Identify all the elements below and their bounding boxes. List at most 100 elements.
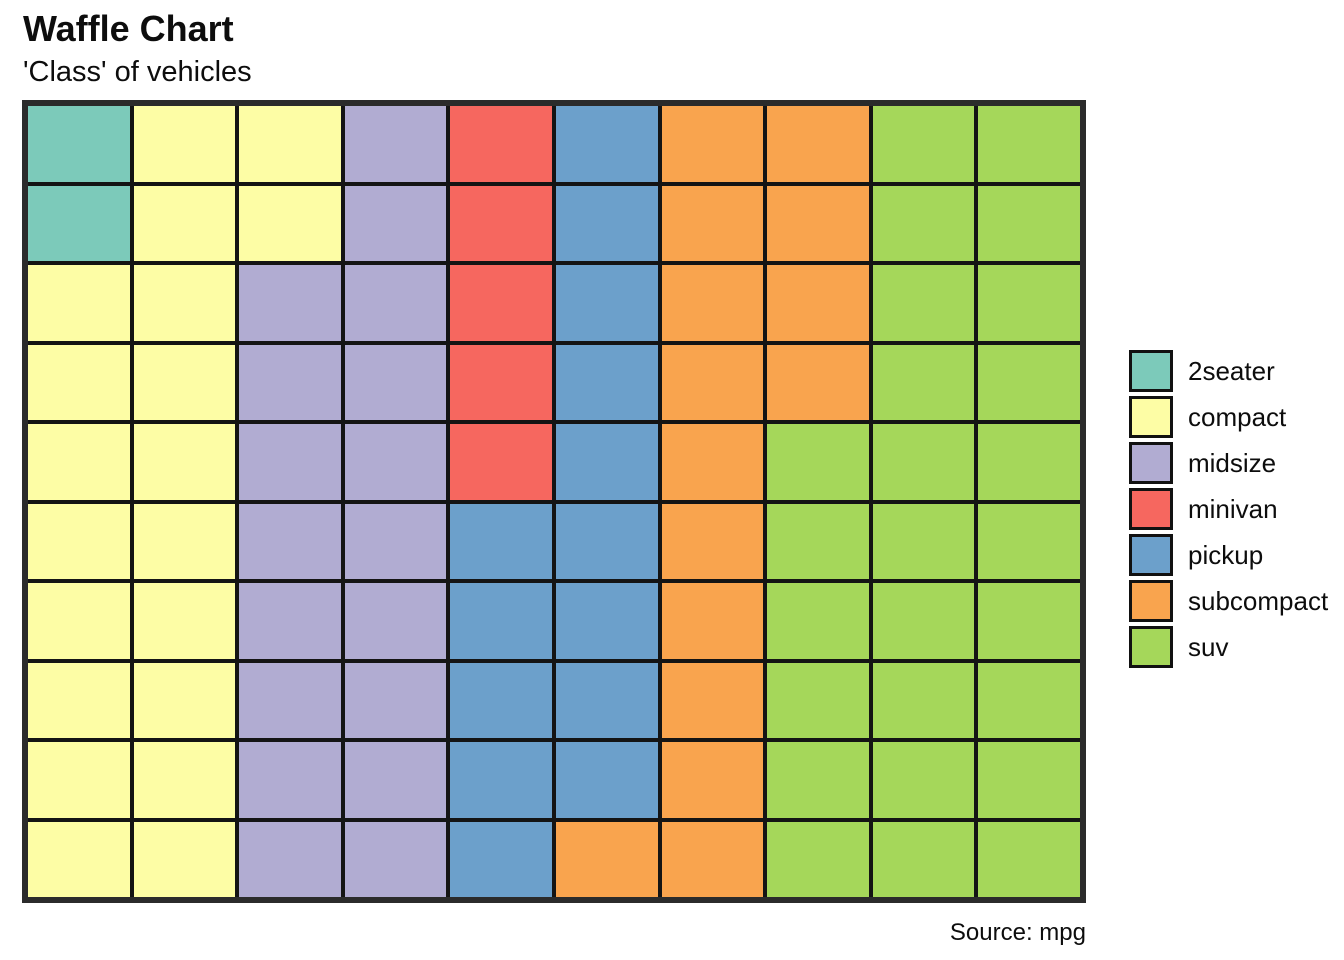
waffle-cell-compact bbox=[28, 424, 130, 500]
waffle-cell-pickup bbox=[555, 265, 658, 341]
waffle-cell-subcompact bbox=[661, 503, 764, 579]
legend-label: 2seater bbox=[1188, 355, 1275, 386]
waffle-cell-suv bbox=[978, 821, 1080, 897]
waffle-cell-pickup bbox=[555, 742, 658, 818]
legend-label: suv bbox=[1188, 631, 1229, 662]
waffle-cell-subcompact bbox=[767, 265, 869, 341]
waffle-cell-compact bbox=[28, 503, 130, 579]
legend-swatch-pickup bbox=[1129, 534, 1173, 576]
waffle-cell-minivan bbox=[450, 424, 552, 500]
waffle-cell-suv bbox=[978, 344, 1080, 420]
waffle-cell-suv bbox=[978, 583, 1080, 659]
waffle-cell-suv bbox=[872, 662, 975, 738]
legend-swatch-subcompact bbox=[1129, 580, 1173, 622]
waffle-cell-pickup bbox=[450, 503, 552, 579]
waffle-cell-subcompact bbox=[661, 662, 764, 738]
legend-item-pickup: pickup bbox=[1129, 534, 1328, 576]
waffle-cell-subcompact bbox=[661, 344, 764, 420]
waffle-cell-compact bbox=[133, 344, 236, 420]
waffle-cell-subcompact bbox=[767, 106, 869, 182]
waffle-cell-midsize bbox=[344, 742, 447, 818]
waffle-cell-suv bbox=[767, 583, 869, 659]
waffle-cell-compact bbox=[133, 662, 236, 738]
legend-item-subcompact: subcompact bbox=[1129, 580, 1328, 622]
waffle-cell-pickup bbox=[450, 821, 552, 897]
waffle-cell-suv bbox=[872, 265, 975, 341]
waffle-cell-suv bbox=[767, 742, 869, 818]
waffle-cell-pickup bbox=[555, 503, 658, 579]
waffle-cell-pickup bbox=[555, 662, 658, 738]
waffle-cell-subcompact bbox=[555, 821, 658, 897]
waffle-cell-midsize bbox=[344, 344, 447, 420]
waffle-cell-suv bbox=[872, 742, 975, 818]
waffle-cell-compact bbox=[133, 503, 236, 579]
waffle-cell-suv bbox=[978, 106, 1080, 182]
waffle-cell-midsize bbox=[344, 821, 447, 897]
legend-item-suv: suv bbox=[1129, 626, 1328, 668]
waffle-cell-pickup bbox=[555, 583, 658, 659]
waffle-cell-compact bbox=[133, 265, 236, 341]
waffle-cell-compact bbox=[28, 742, 130, 818]
waffle-cell-pickup bbox=[555, 424, 658, 500]
legend-label: pickup bbox=[1188, 539, 1264, 570]
waffle-cell-suv bbox=[978, 424, 1080, 500]
waffle-cell-subcompact bbox=[661, 424, 764, 500]
legend: 2seater compact midsize minivan pickup subcom… bbox=[1129, 350, 1328, 668]
waffle-cell-suv bbox=[978, 503, 1080, 579]
waffle-cell-subcompact bbox=[661, 265, 764, 341]
waffle-cell-suv bbox=[978, 662, 1080, 738]
waffle-grid bbox=[22, 100, 1086, 903]
waffle-cell-subcompact bbox=[661, 742, 764, 818]
legend-item-minivan: minivan bbox=[1129, 488, 1328, 530]
legend-swatch-minivan bbox=[1129, 488, 1173, 530]
legend-item-midsize: midsize bbox=[1129, 442, 1328, 484]
legend-item-2seater: 2seater bbox=[1129, 350, 1328, 392]
waffle-cell-compact bbox=[28, 821, 130, 897]
waffle-cell-minivan bbox=[450, 185, 552, 261]
waffle-cell-midsize bbox=[239, 265, 341, 341]
waffle-cell-minivan bbox=[450, 106, 552, 182]
waffle-cell-suv bbox=[872, 821, 975, 897]
legend-swatch-suv bbox=[1129, 626, 1173, 668]
waffle-cell-suv bbox=[767, 503, 869, 579]
waffle-cell-suv bbox=[872, 344, 975, 420]
waffle-cell-midsize bbox=[239, 742, 341, 818]
waffle-cell-pickup bbox=[555, 185, 658, 261]
waffle-cell-midsize bbox=[344, 424, 447, 500]
waffle-cell-compact bbox=[133, 742, 236, 818]
waffle-cell-suv bbox=[767, 662, 869, 738]
source-note: Source: mpg bbox=[949, 919, 1086, 946]
waffle-cell-suv bbox=[767, 424, 869, 500]
legend-label: minivan bbox=[1188, 493, 1278, 524]
waffle-cell-midsize bbox=[239, 503, 341, 579]
waffle-cell-subcompact bbox=[661, 106, 764, 182]
waffle-cell-compact bbox=[239, 185, 341, 261]
chart-subtitle: 'Class' of vehicles bbox=[23, 56, 252, 88]
waffle-cell-compact bbox=[133, 106, 236, 182]
waffle-cell-pickup bbox=[450, 662, 552, 738]
waffle-cell-compact bbox=[28, 583, 130, 659]
legend-swatch-2seater bbox=[1129, 350, 1173, 392]
waffle-cell-subcompact bbox=[661, 185, 764, 261]
legend-swatch-midsize bbox=[1129, 442, 1173, 484]
waffle-cell-subcompact bbox=[661, 583, 764, 659]
waffle-cell-suv bbox=[872, 185, 975, 261]
waffle-cell-2seater bbox=[28, 106, 130, 182]
waffle-cell-midsize bbox=[239, 344, 341, 420]
waffle-cell-compact bbox=[133, 185, 236, 261]
waffle-cell-midsize bbox=[239, 821, 341, 897]
waffle-cell-minivan bbox=[450, 344, 552, 420]
waffle-cell-suv bbox=[978, 265, 1080, 341]
waffle-cell-suv bbox=[872, 503, 975, 579]
waffle-cell-midsize bbox=[344, 583, 447, 659]
waffle-cell-pickup bbox=[555, 106, 658, 182]
waffle-cell-pickup bbox=[450, 583, 552, 659]
waffle-cell-compact bbox=[239, 106, 341, 182]
waffle-cell-midsize bbox=[239, 583, 341, 659]
waffle-cell-pickup bbox=[555, 344, 658, 420]
waffle-cell-compact bbox=[28, 344, 130, 420]
waffle-cell-2seater bbox=[28, 185, 130, 261]
waffle-cell-suv bbox=[872, 106, 975, 182]
waffle-cell-suv bbox=[978, 185, 1080, 261]
